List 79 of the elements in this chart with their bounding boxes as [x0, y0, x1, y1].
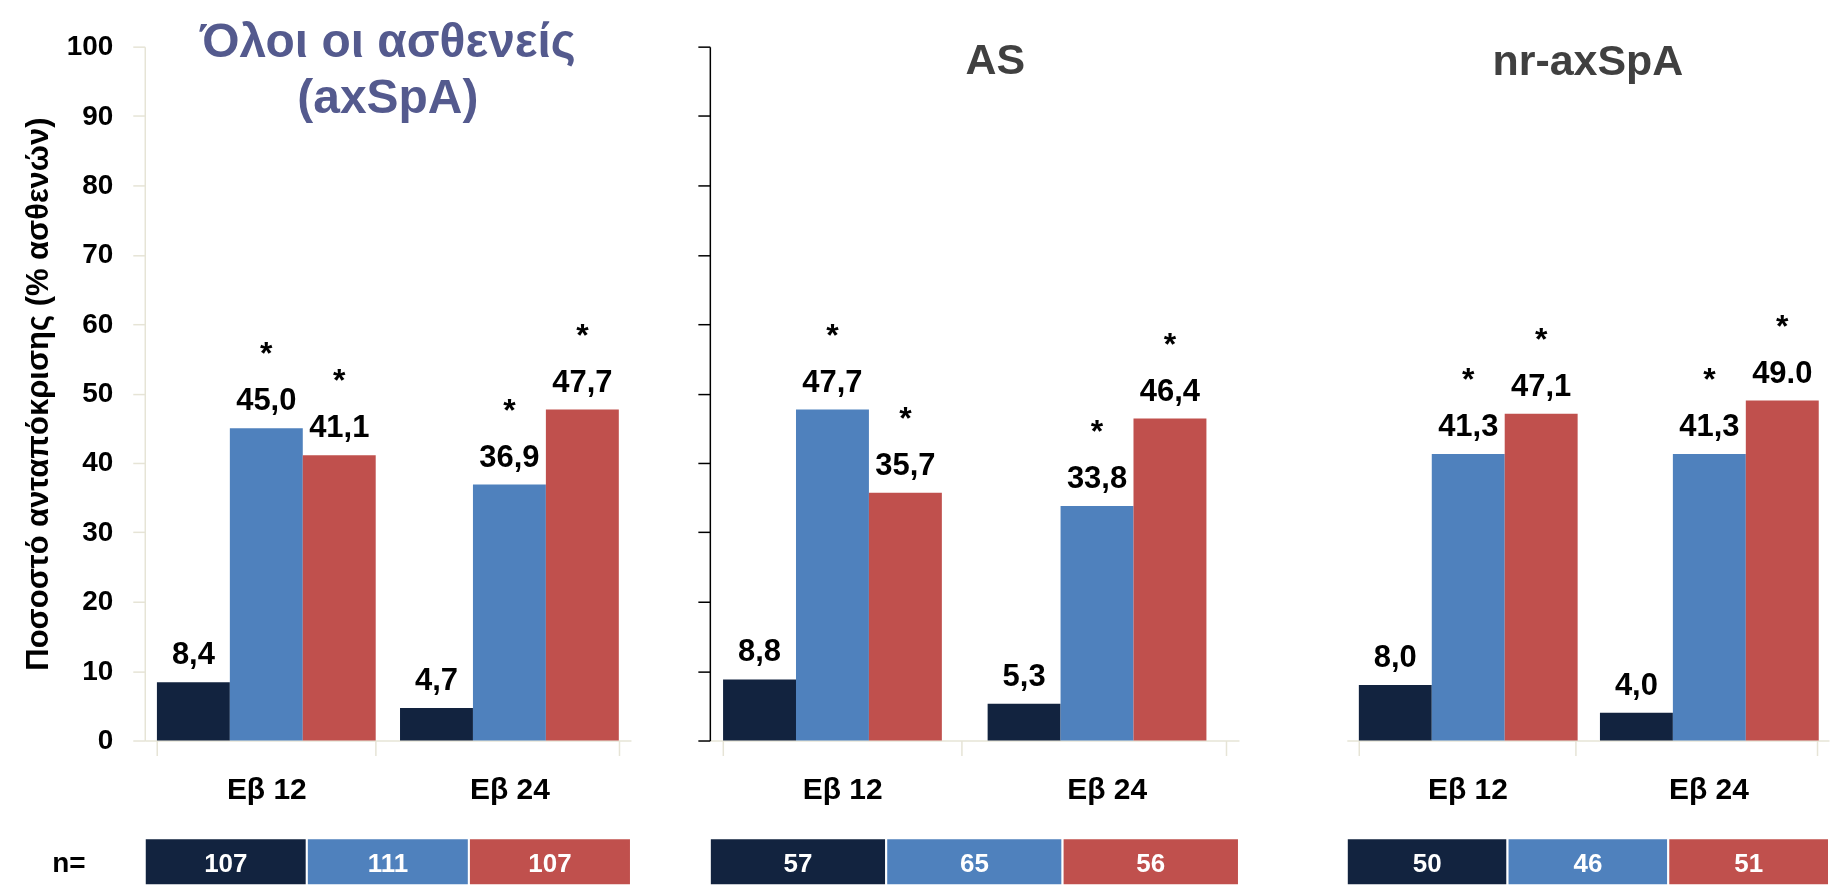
chart-title: Όλοι οι ασθενείς (axSpA) — [198, 13, 576, 123]
bar — [723, 679, 796, 741]
text: 107 — [528, 848, 572, 877]
bar — [987, 703, 1061, 741]
bar — [1672, 453, 1746, 741]
text: 56 — [1136, 848, 1166, 877]
annotation: * — [260, 335, 274, 372]
data-label: 46,4 — [1139, 372, 1201, 408]
y-axis-title: Ποσοστό ανταπόκρισης (% ασθενών) — [19, 117, 55, 671]
bar — [1599, 712, 1673, 741]
x-tick-label: Εβ 12 — [1427, 771, 1508, 805]
bar — [400, 707, 473, 741]
annotation: * — [1776, 307, 1790, 344]
annotation: * — [1462, 361, 1476, 398]
data-label: 45,0 — [236, 382, 297, 418]
data-label: 35,7 — [875, 446, 936, 482]
bar — [1504, 413, 1578, 741]
data-label: 8,8 — [738, 633, 782, 669]
annotation: * — [899, 399, 913, 436]
x-tick-label: Εβ 24 — [469, 771, 551, 805]
y-tick-label: 60 — [82, 307, 114, 339]
data-label: 8,4 — [171, 636, 216, 672]
x-tick-label: Εβ 12 — [802, 771, 883, 805]
y-tick-label: 0 — [97, 724, 114, 755]
y-tick-label: 70 — [82, 238, 114, 270]
bar — [1431, 453, 1505, 741]
bar — [1060, 505, 1134, 741]
data-label: 49.0 — [1752, 354, 1813, 390]
data-label: 36,9 — [479, 438, 540, 474]
y-tick-label: 90 — [82, 99, 114, 131]
bar — [302, 455, 376, 741]
bar — [472, 484, 546, 741]
data-label: 47,7 — [552, 363, 613, 399]
text: 65 — [959, 848, 989, 877]
text: 51 — [1734, 848, 1764, 877]
annotation: * — [1090, 413, 1104, 450]
data-label: 4,0 — [1614, 666, 1658, 702]
y-tick-label: 30 — [82, 515, 114, 547]
bar — [868, 492, 942, 741]
text: 50 — [1412, 848, 1442, 877]
data-label: 4,7 — [414, 661, 458, 697]
annotation: * — [1703, 361, 1717, 398]
annotation: * — [503, 391, 517, 428]
chart-title: AS — [965, 34, 1026, 83]
annotation: * — [1534, 320, 1548, 357]
x-tick-label: Εβ 12 — [226, 771, 307, 805]
x-tick-label: Εβ 24 — [1067, 771, 1148, 805]
data-label: 8,0 — [1373, 639, 1417, 675]
y-tick-label: 10 — [82, 654, 114, 686]
text: 107 — [204, 848, 248, 877]
data-label: 47,1 — [1511, 367, 1572, 403]
data-label: 41,3 — [1679, 407, 1740, 443]
bar — [545, 409, 619, 741]
data-label: 47,7 — [802, 363, 863, 399]
chart-title: nr-axSpA — [1492, 35, 1684, 84]
y-tick-label: 100 — [66, 30, 114, 62]
bar — [796, 409, 869, 741]
y-tick-label: 50 — [82, 377, 114, 409]
bar — [156, 682, 230, 741]
data-label: 41,3 — [1438, 407, 1499, 443]
x-tick-label: Εβ 24 — [1669, 771, 1750, 805]
text: 111 — [367, 848, 409, 877]
text: 57 — [783, 848, 813, 877]
y-tick-label: 40 — [82, 446, 114, 478]
data-label: 33,8 — [1066, 460, 1128, 496]
bar — [1133, 418, 1207, 741]
annotation: * — [576, 316, 590, 353]
bar — [1745, 400, 1819, 741]
annotation: * — [1163, 325, 1177, 362]
annotation: * — [333, 362, 347, 399]
text: 46 — [1573, 848, 1603, 877]
data-label: 5,3 — [1002, 657, 1046, 693]
annotation: * — [826, 316, 840, 353]
y-tick-label: 80 — [82, 168, 114, 200]
text: n= — [52, 846, 86, 878]
bar — [1358, 685, 1432, 741]
bar — [229, 428, 303, 741]
y-tick-label: 20 — [82, 585, 114, 617]
data-label: 41,1 — [309, 409, 370, 445]
